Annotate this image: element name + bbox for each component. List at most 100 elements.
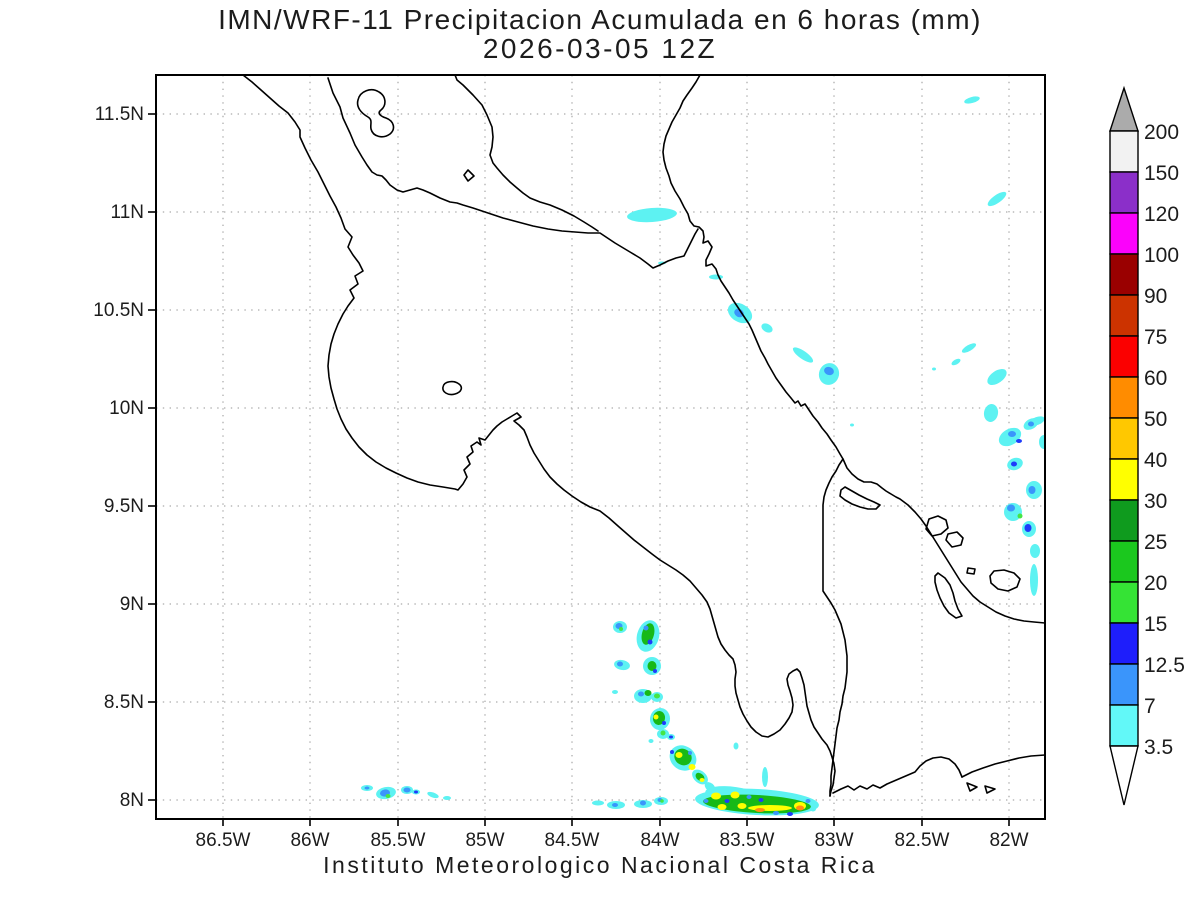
precip-patch (364, 786, 370, 790)
precip-patch (951, 358, 961, 366)
colorbar-segment (1109, 294, 1139, 337)
x-axis-tick-label: 84.5W (545, 830, 600, 851)
precip-patch (1028, 486, 1036, 494)
precip-patch (748, 805, 792, 811)
precip-patch (403, 787, 411, 793)
x-axis-tick-label: 83.5W (720, 830, 775, 851)
coastline-path (662, 75, 1045, 624)
precip-patch (964, 96, 980, 104)
precip-patch (660, 730, 666, 736)
colorbar-level-label: 40 (1144, 449, 1167, 472)
colorbar-segment (1109, 130, 1139, 173)
plot-frame (155, 74, 1046, 820)
precip-patch (647, 661, 657, 671)
precip-patch (850, 423, 854, 427)
precip-patch (675, 752, 683, 758)
precip-patch (730, 791, 740, 799)
precip-patch (669, 735, 673, 739)
precip-patch (638, 691, 644, 697)
precip-patch (737, 803, 747, 809)
colorbar-level-label: 20 (1144, 572, 1167, 595)
precip-patch (640, 800, 646, 806)
axis-label-layer: 86.5W 86W 85.5W 85W 84.5W 84W 83.5W 83W 82.5W 82W… (93, 104, 1028, 851)
colorbar-segment (1109, 704, 1139, 747)
x-axis-tick-label: 83W (814, 830, 853, 851)
coastline-path (925, 515, 949, 537)
precip-patch (699, 778, 705, 782)
precip-patch (709, 274, 723, 280)
precip-patch (619, 627, 623, 631)
precip-patch (414, 790, 418, 794)
precip-patch (1024, 524, 1032, 532)
colorbar-level-label: 90 (1144, 285, 1167, 308)
precip-patch (617, 661, 623, 667)
colorbar-level-label: 120 (1144, 203, 1179, 226)
precip-patch (688, 764, 696, 770)
x-axis-tick-label: 82.5W (895, 830, 950, 851)
colorbar-level-label: 100 (1144, 244, 1179, 267)
precip-patch (688, 751, 692, 755)
precip-patch (703, 799, 709, 803)
colorbar-segment (1109, 540, 1139, 583)
colorbar-level-label: 150 (1144, 162, 1179, 185)
colorbar-top-arrow (1109, 85, 1139, 132)
precip-patch (443, 796, 451, 800)
x-axis-tick-label: 82W (989, 830, 1028, 851)
coastline-path (463, 169, 475, 182)
coastline-path (961, 754, 1045, 778)
x-axis-tick-label: 84W (640, 830, 679, 851)
precip-patch (1008, 431, 1016, 437)
colorbar-segment (1109, 581, 1139, 624)
colorbar-segment (1109, 622, 1139, 665)
y-axis-tick-label: 8.5N (104, 692, 144, 713)
precip-patch (1011, 461, 1017, 467)
colorbar-level-label: 15 (1144, 613, 1167, 636)
x-axis-tick-label: 86.5W (196, 830, 251, 851)
precip-patch (755, 808, 765, 812)
coastline-path (822, 458, 848, 797)
colorbar-level-label: 60 (1144, 367, 1167, 390)
y-axis-tick-label: 9N (120, 594, 144, 615)
precip-patch (762, 767, 768, 787)
precip-patch (961, 343, 977, 353)
y-axis-tick-label: 9.5N (104, 496, 144, 517)
x-axis-tick-label: 85.5W (371, 830, 426, 851)
colorbar-level-label: 50 (1144, 408, 1167, 431)
coastline-path (989, 569, 1021, 592)
colorbar-segment (1109, 499, 1139, 542)
coastline-path (966, 567, 976, 575)
precip-patch (998, 427, 1022, 447)
colorbar-level-label: 75 (1144, 326, 1167, 349)
coastline-path (839, 486, 881, 510)
precip-patch (773, 811, 779, 815)
precip-patch (717, 804, 727, 810)
precip-patch (647, 639, 653, 645)
y-axis-tick-label: 11N (111, 202, 144, 223)
precip-patch (1030, 544, 1040, 558)
coastline-path (242, 75, 836, 797)
precip-patch (796, 805, 804, 811)
precip-patch (612, 690, 618, 694)
colorbar-segment (1109, 376, 1139, 419)
precip-patch (644, 690, 652, 696)
precip-patch (643, 625, 649, 631)
coastline-path (945, 531, 964, 548)
grid-layer (156, 75, 1045, 819)
x-axis-tick-label: 86W (290, 830, 329, 851)
precip-patch (648, 739, 654, 743)
colorbar-level-label: 12.5 (1144, 654, 1185, 677)
chart-title: IMN/WRF-11 Precipitacion Acumulada en 6 … (218, 4, 982, 35)
precip-patch (733, 742, 739, 750)
precip-patch (654, 693, 660, 699)
coastline-path (327, 77, 699, 269)
precip-patch (734, 308, 744, 318)
colorbar-segment (1109, 253, 1139, 296)
precip-patch (662, 721, 666, 725)
x-axis-tick-label: 85W (465, 830, 504, 851)
precip-patch (983, 404, 999, 422)
y-axis-tick-label: 8N (120, 790, 144, 811)
precip-patch (746, 795, 752, 799)
precip-patch (427, 791, 439, 799)
y-axis-tick-label: 10N (109, 398, 144, 419)
precip-patch (1017, 513, 1023, 519)
